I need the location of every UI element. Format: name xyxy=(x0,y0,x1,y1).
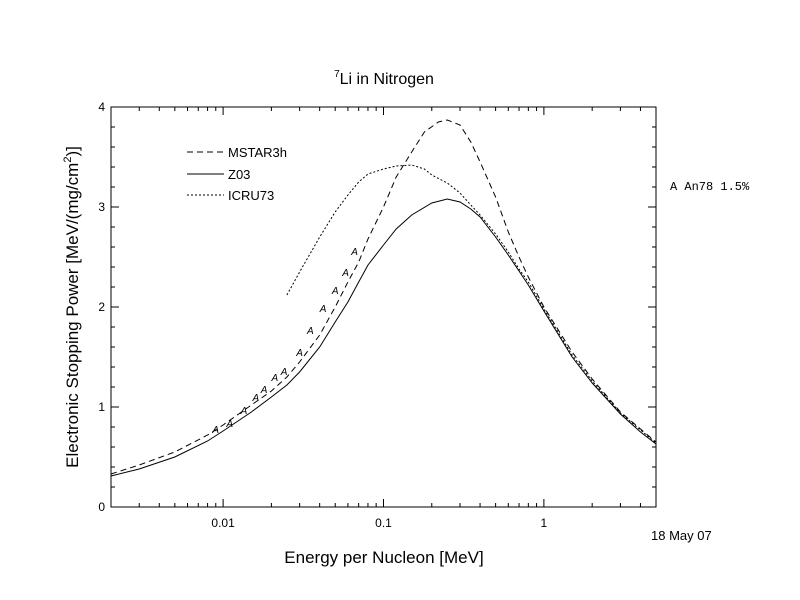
marker-annotation: A An78 1.5% xyxy=(670,180,750,194)
y-axis-ticks xyxy=(111,106,656,508)
y-axis-label: Electronic Stopping Power [MeV/(mg/cm2)] xyxy=(62,146,82,468)
data-marker-a: A xyxy=(319,304,327,315)
x-axis-ticks xyxy=(110,107,657,507)
y-tick-label: 2 xyxy=(98,300,105,314)
chart-title-text: Li in Nitrogen xyxy=(340,71,434,88)
data-marker-a: A xyxy=(252,393,260,404)
date-stamp: 18 May 07 xyxy=(651,528,712,543)
x-tick-label: 1 xyxy=(541,516,548,530)
y-axis-tick-labels: 0 1 2 3 4 xyxy=(98,100,105,514)
data-marker-a: A xyxy=(306,326,314,337)
data-marker-a: A xyxy=(240,406,248,417)
data-marker-a: A xyxy=(225,419,233,430)
y-tick-label: 3 xyxy=(98,200,105,214)
chart-title: 7Li in Nitrogen xyxy=(334,69,434,88)
data-marker-a: A xyxy=(331,286,339,297)
x-tick-label: 0.1 xyxy=(375,516,392,530)
data-marker-a: A xyxy=(270,373,278,384)
y-axis-label-main: Electronic Stopping Power [MeV/(mg/cm xyxy=(63,163,82,468)
data-marker-a: A xyxy=(295,348,303,359)
data-marker-a: A xyxy=(260,385,268,396)
y-tick-label: 0 xyxy=(98,500,105,514)
y-axis-label-end: )] xyxy=(63,146,82,156)
legend: MSTAR3h Z03 ICRU73 xyxy=(187,145,287,203)
x-axis-label: Energy per Nucleon [MeV] xyxy=(284,548,483,567)
series-lines xyxy=(110,119,657,477)
legend-label-mstar3h: MSTAR3h xyxy=(228,145,287,160)
data-marker-a: A xyxy=(341,268,349,279)
series-line-mstar3h xyxy=(110,119,657,475)
data-marker-a: A xyxy=(280,367,288,378)
series-line-z03 xyxy=(110,198,657,477)
y-tick-label: 1 xyxy=(98,400,105,414)
plot-frame xyxy=(110,106,657,508)
data-marker-a: A xyxy=(350,247,358,258)
data-marker-a: A xyxy=(211,425,219,436)
x-tick-label: 0.01 xyxy=(211,516,235,530)
legend-label-z03: Z03 xyxy=(228,167,250,182)
series-line-icru73 xyxy=(286,164,657,444)
x-axis-tick-labels: 0.01 0.1 1 xyxy=(211,516,547,530)
legend-label-icru73: ICRU73 xyxy=(228,188,274,203)
y-tick-label: 4 xyxy=(98,100,105,114)
chart-title-superscript: 7 xyxy=(334,69,340,80)
y-axis-label-superscript: 2 xyxy=(62,157,74,163)
